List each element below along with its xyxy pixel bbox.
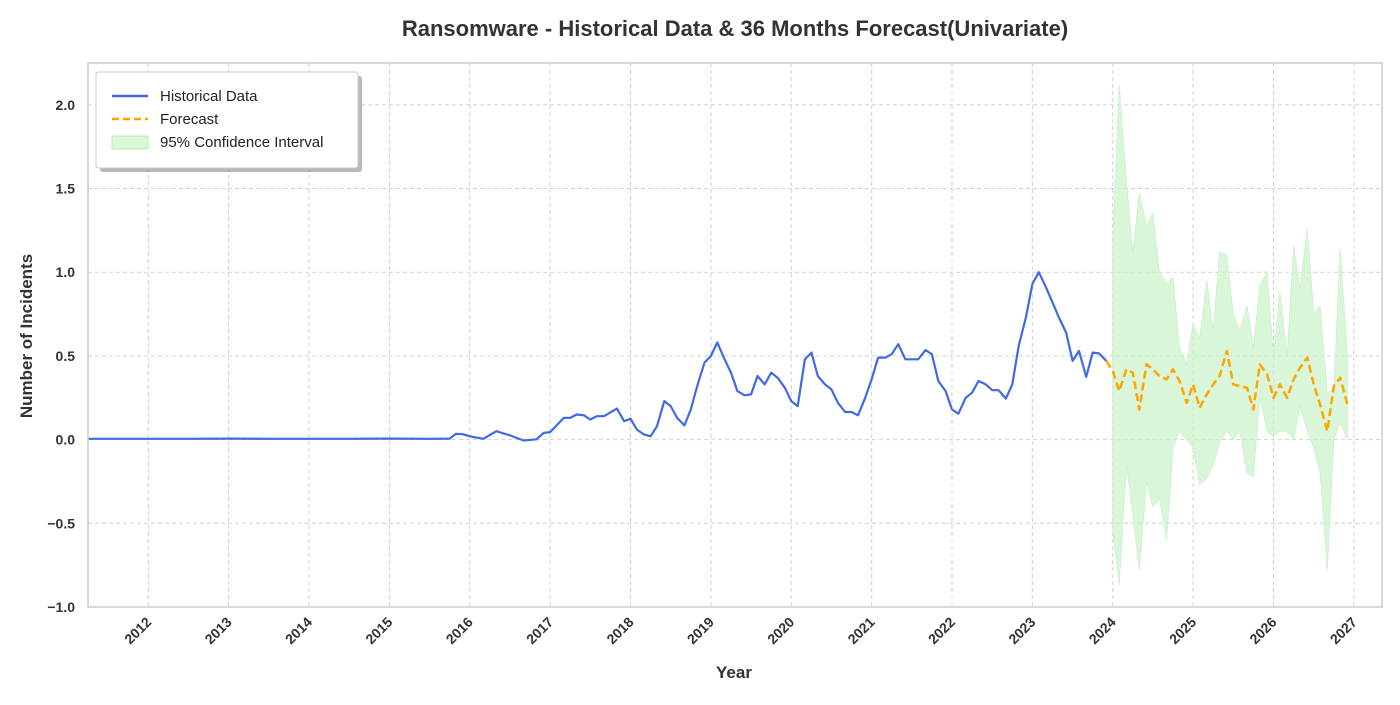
x-tick-label: 2019 bbox=[684, 614, 717, 647]
x-tick-label: 2023 bbox=[1005, 614, 1038, 647]
x-tick-label: 2016 bbox=[443, 614, 476, 647]
y-tick-label: −1.0 bbox=[47, 599, 75, 615]
legend-box bbox=[95, 71, 359, 169]
y-axis-label: Number of Incidents bbox=[17, 254, 36, 418]
x-tick-label: 2027 bbox=[1327, 614, 1360, 647]
historical-data-line bbox=[88, 271, 1108, 442]
legend-swatch-confidence bbox=[111, 135, 149, 150]
x-tick-label: 2014 bbox=[282, 614, 315, 647]
x-axis-label: Year bbox=[716, 663, 752, 682]
x-tick-label: 2020 bbox=[764, 614, 797, 647]
y-tick-label: 1.5 bbox=[56, 181, 76, 197]
legend-label: 95% Confidence Interval bbox=[160, 134, 323, 151]
y-tick-label: 2.0 bbox=[56, 97, 76, 113]
x-tick-label: 2022 bbox=[925, 614, 958, 647]
x-tick-label: 2012 bbox=[121, 614, 154, 647]
y-tick-label: 0.0 bbox=[56, 432, 76, 448]
y-tick-label: −0.5 bbox=[47, 515, 75, 531]
x-tick-label: 2024 bbox=[1086, 614, 1119, 647]
x-tick-label: 2026 bbox=[1246, 614, 1279, 647]
y-tick-label: 1.0 bbox=[56, 264, 76, 280]
legend: Historical Data Forecast 95% Confidence In… bbox=[95, 71, 362, 172]
chart-title: Ransomware - Historical Data & 36 Months… bbox=[402, 16, 1068, 41]
y-tick-label: 0.5 bbox=[56, 348, 76, 364]
legend-label: Historical Data bbox=[160, 88, 258, 105]
x-tick-label: 2021 bbox=[844, 614, 877, 647]
plot-frame bbox=[87, 62, 1383, 608]
forecast-line bbox=[1105, 349, 1349, 433]
x-tick-label: 2017 bbox=[523, 614, 556, 647]
x-tick-label: 2018 bbox=[603, 614, 636, 647]
x-tick-label: 2015 bbox=[362, 614, 395, 647]
confidence-interval-band bbox=[1112, 84, 1348, 586]
x-tick-label: 2025 bbox=[1166, 614, 1199, 647]
legend-label: Forecast bbox=[160, 111, 219, 128]
x-tick-label: 2013 bbox=[201, 614, 234, 647]
